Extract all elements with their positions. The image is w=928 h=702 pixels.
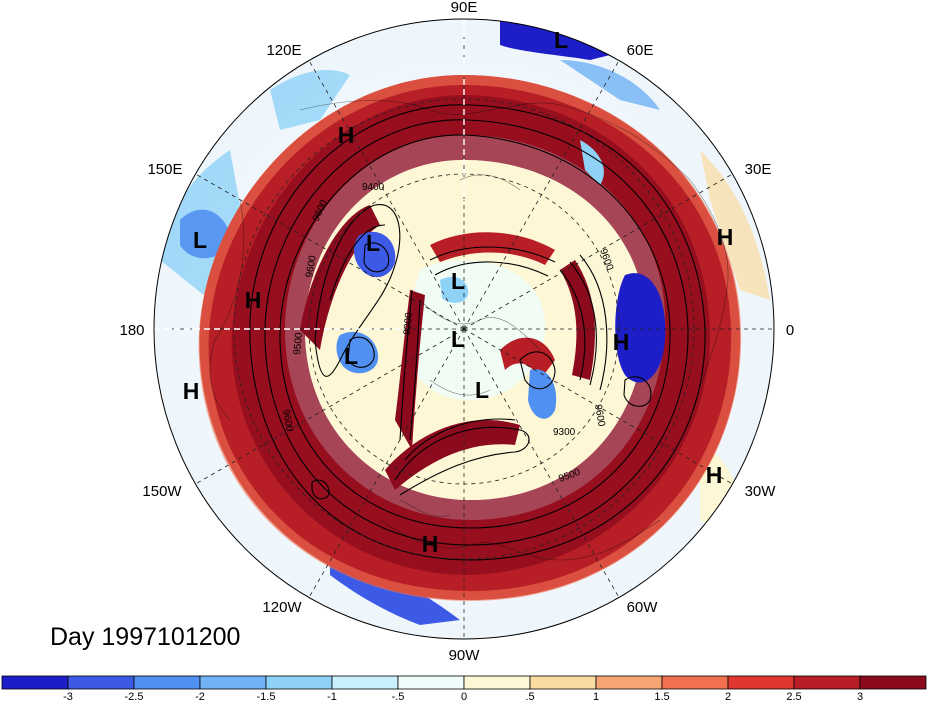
contour-label: 9300 <box>553 427 576 438</box>
colorbar: -3 -2.5 -2 -1.5 -1 -.5 0 .5 1 1.5 2 2.5 3 <box>1 675 927 702</box>
high-marker: H <box>245 287 262 313</box>
colorbar-swatch <box>397 675 465 690</box>
lon-label-120w: 120W <box>262 599 302 616</box>
colorbar-swatch <box>199 675 267 690</box>
low-marker: L <box>554 27 568 53</box>
anomaly-field <box>160 19 770 625</box>
colorbar-tick-label: 3 <box>857 691 863 702</box>
colorbar-swatch <box>265 675 333 690</box>
colorbar-swatch <box>595 675 663 690</box>
colorbar-tick-label: -.5 <box>392 691 405 702</box>
colorbar-tick-label: 2 <box>725 691 731 702</box>
meridian-line <box>463 60 620 330</box>
coastlines <box>209 100 729 561</box>
meridian-line <box>308 60 465 330</box>
contour-label: 9600 <box>592 404 607 428</box>
contour-label: 9400 <box>362 182 385 193</box>
contour-label: 9600 <box>280 409 295 433</box>
colorbar-swatch <box>331 675 399 690</box>
high-marker: H <box>422 531 439 557</box>
high-marker: H <box>613 329 630 355</box>
day-label: Day 1997101200 <box>50 623 240 651</box>
colorbar-swatch <box>793 675 861 690</box>
high-marker: H <box>183 378 200 404</box>
lon-label-30e: 30E <box>745 161 772 178</box>
colorbar-swatch <box>859 675 927 690</box>
lon-label-120e: 120E <box>266 42 301 59</box>
colorbar-tick-label: -1.5 <box>257 691 276 702</box>
low-marker: L <box>366 230 380 256</box>
colorbar-tick-label: -3 <box>63 691 73 702</box>
colorbar-tick-label: 1.5 <box>654 691 669 702</box>
contour-label: 9500 <box>292 332 305 356</box>
low-marker: L <box>475 377 489 403</box>
low-marker: L <box>193 227 207 253</box>
colorbar-swatch <box>661 675 729 690</box>
low-marker: L <box>451 268 465 294</box>
colorbar-swatch <box>463 675 531 690</box>
high-marker: H <box>706 462 723 488</box>
lon-label-90w: 90W <box>449 647 481 664</box>
colorbar-tick-label: -2.5 <box>125 691 144 702</box>
colorbar-swatch <box>529 675 597 690</box>
lon-label-150w: 150W <box>142 483 182 500</box>
colorbar-tick-label: 1 <box>593 691 599 702</box>
lon-label-30w: 30W <box>745 483 777 500</box>
colorbar-tick-label: 2.5 <box>786 691 801 702</box>
contour-label: 9600 <box>304 254 319 278</box>
lon-label-150e: 150E <box>147 161 182 178</box>
longitude-labels: 90E 60E 30E 0 30W 60W 90W 120W 150W 180 … <box>119 0 794 664</box>
colorbar-swatch <box>67 675 135 690</box>
high-marker: H <box>717 224 734 250</box>
lon-label-60e: 60E <box>627 42 654 59</box>
pressure-centers: L H L L H H L L L L H H H H <box>183 27 734 557</box>
colorbar-swatch <box>727 675 795 690</box>
colorbar-tick-label: 0 <box>461 691 467 702</box>
colorbar-swatch <box>1 675 69 690</box>
geopotential-contours <box>249 104 706 561</box>
lon-label-90e: 90E <box>451 0 478 16</box>
low-marker: L <box>344 343 358 369</box>
meridian-line <box>463 173 733 330</box>
meridian-line <box>463 328 620 598</box>
lon-label-60w: 60W <box>627 599 659 616</box>
meridian-line <box>195 328 465 485</box>
meridian-line <box>308 328 465 598</box>
high-marker: H <box>338 122 355 148</box>
contour-label: 9200 <box>402 312 415 336</box>
colorbar-tick-label: -2 <box>195 691 205 702</box>
lon-label-180: 180 <box>119 322 144 339</box>
low-marker: L <box>451 326 465 352</box>
lon-label-0: 0 <box>786 322 794 339</box>
meridian-line <box>195 173 465 330</box>
colorbar-tick-label: -1 <box>327 691 337 702</box>
meridian-line <box>463 328 733 485</box>
colorbar-swatch <box>133 675 201 690</box>
colorbar-tick-label: .5 <box>525 691 534 702</box>
map-border <box>153 18 775 640</box>
